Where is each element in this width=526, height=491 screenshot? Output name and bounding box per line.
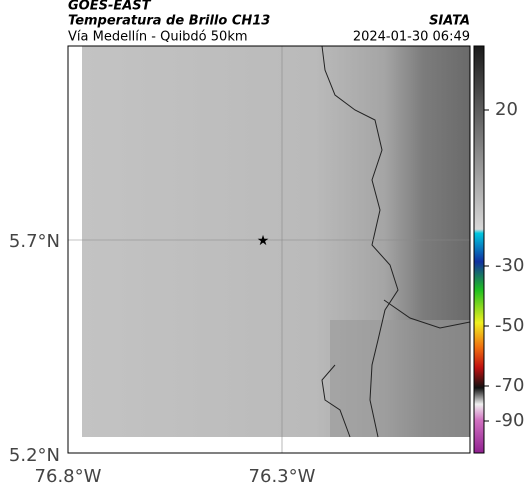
colorbar-tick-label: -30: [495, 255, 524, 276]
colorbar: [473, 45, 485, 454]
source: SIATA: [429, 14, 470, 29]
dark-patch: [330, 320, 470, 437]
colorbar-tick-label: -70: [495, 375, 524, 396]
subtitle: Temperatura de Brillo CH13: [68, 14, 270, 29]
lat-label: 5.7°N: [9, 231, 60, 252]
datetime: 2024-01-30 06:49: [353, 30, 470, 45]
border: [321, 45, 399, 438]
colorbar-tick-label: -50: [495, 315, 524, 336]
coastline: [321, 364, 351, 438]
lon-label: 76.3°W: [249, 466, 316, 487]
title: GOES-EAST: [68, 0, 152, 14]
lon-label: 76.8°W: [35, 466, 102, 487]
colorbar-tick-label: -90: [495, 410, 524, 431]
map-frame: [67, 45, 471, 454]
lat-label: 5.2°N: [9, 445, 60, 466]
location: Vía Medellín - Quibdó 50km: [68, 30, 248, 45]
city-marker: ★: [257, 233, 270, 249]
colorbar-tick-label: 20: [495, 99, 518, 120]
border: [383, 299, 471, 329]
